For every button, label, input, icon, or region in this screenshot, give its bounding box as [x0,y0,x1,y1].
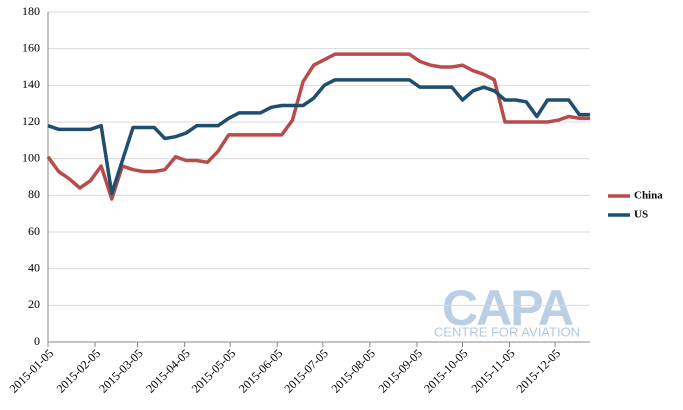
y-tick-label: 80 [28,187,40,201]
x-tick-label: 2015-11-05 [468,346,517,395]
x-tick-label: 2015-04-05 [143,346,192,395]
x-tick-label: 2015-01-05 [7,346,56,395]
x-tick-label: 2015-03-05 [96,346,145,395]
x-tick-label: 2015-05-05 [189,346,238,395]
legend-label: US [634,209,648,221]
x-tick-label: 2015-09-05 [375,346,424,395]
series-line [46,52,590,201]
y-tick-label: 40 [28,260,40,274]
x-tick-label: 2015-12-05 [514,346,563,395]
y-tick-label: 60 [28,224,40,238]
x-tick-label: 2015-06-05 [236,346,285,395]
x-tick-label: 2015-07-05 [281,346,330,395]
legend-label: China [634,190,663,202]
x-tick-label: 2015-10-05 [421,346,470,395]
watermark-logo: CAPA [442,280,573,336]
series-line [47,78,590,196]
y-tick-label: 20 [28,297,40,311]
y-tick-label: 100 [22,150,40,164]
watermark-tagline: CENTRE FOR AVIATION [434,324,580,339]
y-tick-label: 160 [22,40,40,54]
y-tick-label: 140 [22,77,40,91]
x-tick-label: 2015-02-05 [54,346,103,395]
x-tick-label: 2015-08-05 [328,346,377,395]
y-tick-label: 0 [34,334,40,348]
y-tick-label: 120 [22,114,40,128]
y-tick-label: 180 [22,4,40,18]
